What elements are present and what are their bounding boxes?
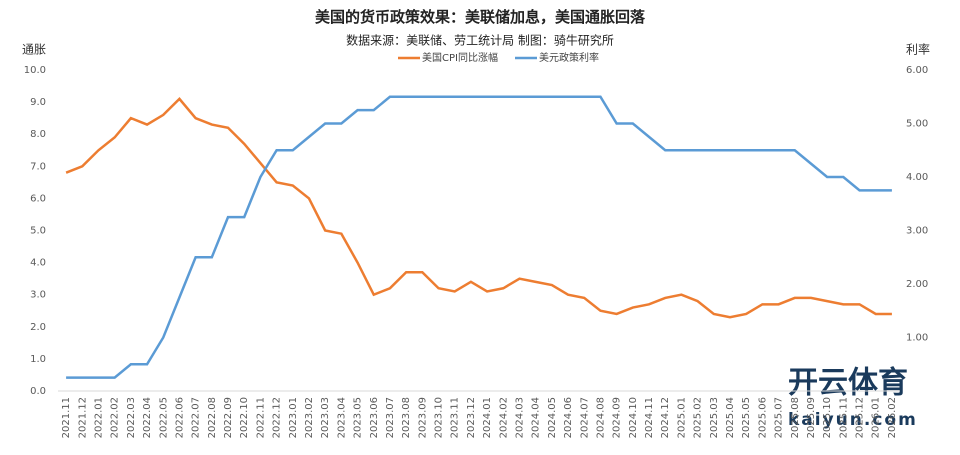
x-tick-label: 2025.07 [774,397,785,438]
x-tick-label: 2023.08 [401,397,412,438]
y-tick-label: 1.0 [30,354,46,365]
x-tick-label: 2025.04 [725,397,736,438]
x-tick-label: 2024.05 [547,397,558,438]
x-tick-label: 2025.10 [822,397,833,438]
y-tick-label: 10.0 [24,65,46,76]
x-tick-label: 2024.06 [563,397,574,438]
y2-tick-label: 3.00 [906,226,928,237]
x-tick-label: 2024.11 [644,397,655,438]
x-tick-label: 2024.04 [531,397,542,438]
x-tick-label: 2023.01 [288,397,299,438]
x-tick-label: 2022.04 [142,397,153,438]
x-tick-label: 2024.10 [628,397,639,438]
x-tick-label: 2022.06 [174,397,185,438]
x-tick-label: 2024.12 [660,397,671,438]
y2-tick-label: 1.00 [906,333,928,344]
y-tick-label: 2.0 [30,322,46,333]
x-tick-label: 2023.09 [417,397,428,438]
x-tick-label: 2022.02 [110,397,121,438]
line-series [66,95,892,379]
y-tick-label: 8.0 [30,129,46,140]
y2-tick-label: 6.00 [906,65,928,76]
x-tick-label: 2024.08 [595,397,606,438]
y-tick-label: 0.0 [30,386,46,397]
y-tick-label: 6.0 [30,193,46,204]
x-tick-label: 2022.11 [255,397,266,438]
y-tick-label: 9.0 [30,97,46,108]
y-axis-title: 通胀 [22,43,46,57]
x-tick-label: 2024.03 [514,397,525,438]
x-tick-label: 2022.03 [126,397,137,438]
y-tick-label: 3.0 [30,290,46,301]
x-tick-label: 2023.04 [336,397,347,438]
y-tick-label: 4.0 [30,258,46,269]
y2-tick-label: 5.00 [906,119,928,130]
y2-axis-title: 利率 [906,42,930,57]
x-tick-label: 2022.08 [207,397,218,438]
x-tick-label: 2025.12 [855,397,866,438]
x-tick-label: 2023.02 [304,397,315,438]
line-series [65,97,892,319]
x-tick-label: 2022.10 [239,397,250,438]
chart-title: 美国的货币政策效果：美联储加息，美国通胀回落 [315,8,646,26]
x-tick-label: 2025.03 [709,397,720,438]
y-tick-label: 7.0 [30,161,46,172]
x-tick-label: 2022.12 [272,397,283,438]
x-tick-label: 2022.05 [158,397,169,438]
x-tick-label: 2021.11 [61,397,72,438]
x-tick-label: 2024.07 [579,397,590,438]
chart-subtitle: 数据来源：美联储、劳工统计局 制图：骑牛研究所 [346,33,614,48]
x-tick-label: 2025.05 [741,397,752,438]
x-tick-label: 2025.09 [806,397,817,438]
y2-tick-label: 2.00 [906,279,928,290]
watermark-url: kaiyun.com [788,410,918,430]
x-tick-label: 2026.01 [871,397,882,438]
x-tick-label: 2022.09 [223,397,234,438]
x-tick-label: 2023.03 [320,397,331,438]
legend-label: 美国CPI同比涨幅 [422,51,498,64]
x-tick-label: 2025.01 [676,397,687,438]
x-tick-label: 2023.06 [369,397,380,438]
x-tick-label: 2023.12 [466,397,477,438]
x-tick-label: 2023.11 [450,397,461,438]
x-tick-label: 2026.02 [887,397,898,438]
x-tick-label: 2024.01 [482,397,493,438]
x-tick-label: 2022.07 [191,397,202,438]
x-tick-label: 2022.01 [93,397,104,438]
y-tick-label: 5.0 [30,226,46,237]
watermark: 开云体育 [788,366,908,401]
x-tick-label: 2024.09 [612,397,623,438]
x-tick-label: 2023.07 [385,397,396,438]
x-tick-label: 2024.02 [498,397,509,438]
legend-label: 美元政策利率 [539,51,599,64]
x-tick-label: 2025.08 [790,397,801,438]
x-tick-label: 2025.06 [757,397,768,438]
x-tick-label: 2025.02 [693,397,704,438]
x-tick-label: 2023.05 [353,397,364,438]
x-tick-label: 2025.11 [838,397,849,438]
y2-tick-label: 4.00 [906,172,928,183]
x-tick-label: 2021.12 [77,397,88,438]
x-tick-label: 2023.10 [434,397,445,438]
